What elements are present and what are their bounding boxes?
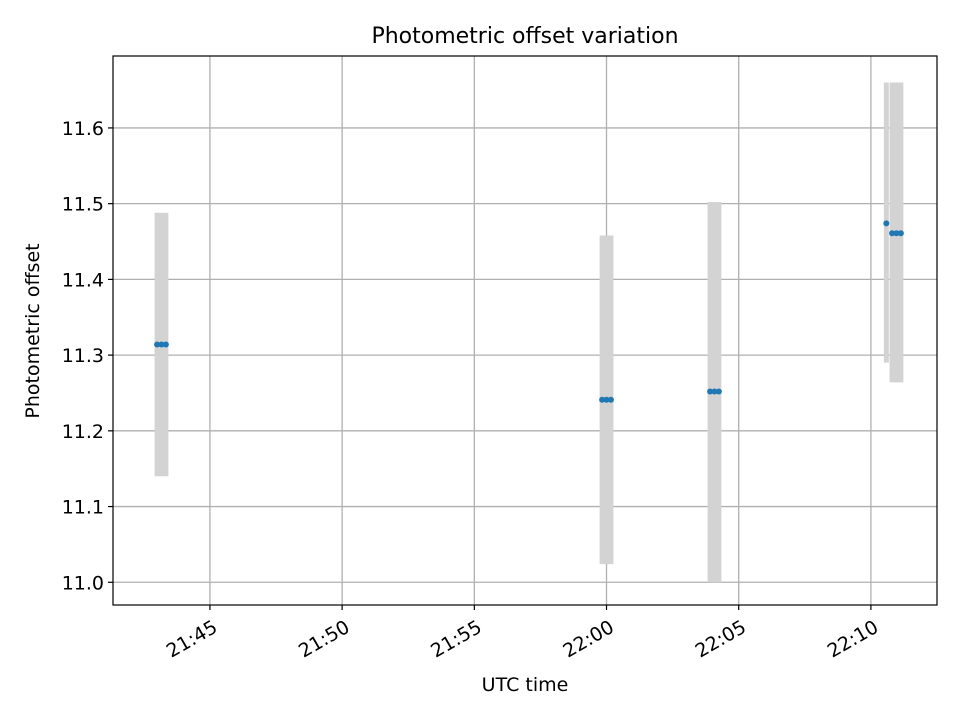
y-axis-label: Photometric offset bbox=[22, 243, 44, 418]
data-points bbox=[154, 220, 904, 403]
data-point bbox=[599, 396, 606, 403]
y-tick-label: 11.6 bbox=[62, 118, 104, 140]
data-point bbox=[603, 396, 610, 403]
y-tick-label: 11.1 bbox=[62, 497, 104, 519]
data-point bbox=[715, 388, 722, 395]
y-tick-label: 11.3 bbox=[62, 345, 104, 367]
data-point bbox=[883, 220, 890, 227]
data-point bbox=[707, 388, 714, 395]
y-tick-label: 11.5 bbox=[62, 194, 104, 216]
data-point bbox=[711, 388, 718, 395]
data-point bbox=[154, 341, 161, 348]
y-axis-ticks: 11.0 11.1 11.2 11.3 11.4 11.5 11.6 bbox=[62, 118, 113, 594]
data-point bbox=[893, 230, 900, 237]
grid-lines bbox=[113, 56, 937, 605]
y-tick-label: 11.4 bbox=[62, 269, 104, 291]
plot-frame bbox=[112, 55, 938, 606]
data-point bbox=[158, 341, 165, 348]
chart-title: Photometric offset variation bbox=[371, 24, 678, 49]
data-point bbox=[889, 230, 896, 237]
y-tick-label: 11.0 bbox=[62, 572, 104, 594]
y-tick-label: 11.2 bbox=[62, 421, 104, 443]
data-point bbox=[607, 396, 614, 403]
data-point bbox=[162, 341, 169, 348]
data-point bbox=[897, 230, 904, 237]
x-axis-label: UTC time bbox=[482, 674, 569, 696]
